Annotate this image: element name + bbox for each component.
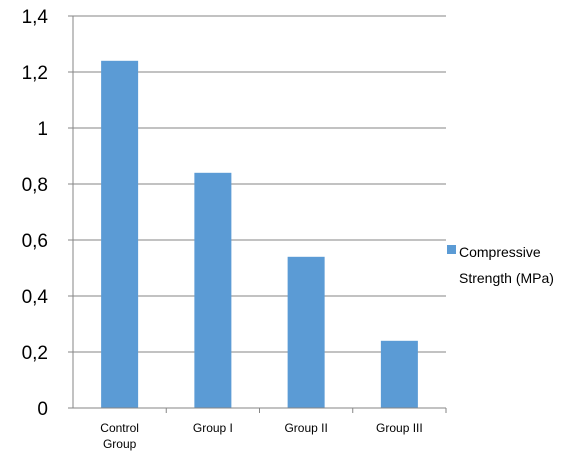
x-tick-label: Control Group — [100, 421, 139, 451]
y-tick-label: 0,6 — [22, 231, 48, 252]
legend: Compressive Strength (MPa) — [447, 244, 554, 286]
x-tick-label: Group I — [193, 421, 233, 435]
y-tick-labels: 0 0,2 0,4 0,6 0,8 1 1,2 1,4 — [22, 7, 49, 420]
y-tick-label: 0,8 — [22, 175, 48, 196]
y-tick-label: 1,2 — [22, 63, 48, 84]
y-tick-label: 1 — [37, 119, 48, 140]
x-tick-label: Group III — [376, 421, 423, 435]
y-tick-label: 0,2 — [22, 343, 48, 364]
x-tick-labels: Control Group Group I Group II Group III — [100, 421, 422, 451]
bars — [101, 60, 418, 409]
legend-swatch — [447, 245, 456, 254]
x-tick-label: Group II — [284, 421, 327, 435]
y-tick-label: 0 — [37, 399, 48, 420]
bar — [287, 256, 325, 408]
axes — [68, 15, 447, 413]
bar — [101, 60, 139, 409]
legend-label-line2: Strength (MPa) — [459, 270, 554, 286]
y-tick-label: 1,4 — [22, 7, 49, 28]
bar — [380, 340, 418, 408]
bar — [194, 172, 232, 408]
y-tick-label: 0,4 — [22, 287, 49, 308]
legend-label-line1: Compressive — [459, 244, 541, 260]
